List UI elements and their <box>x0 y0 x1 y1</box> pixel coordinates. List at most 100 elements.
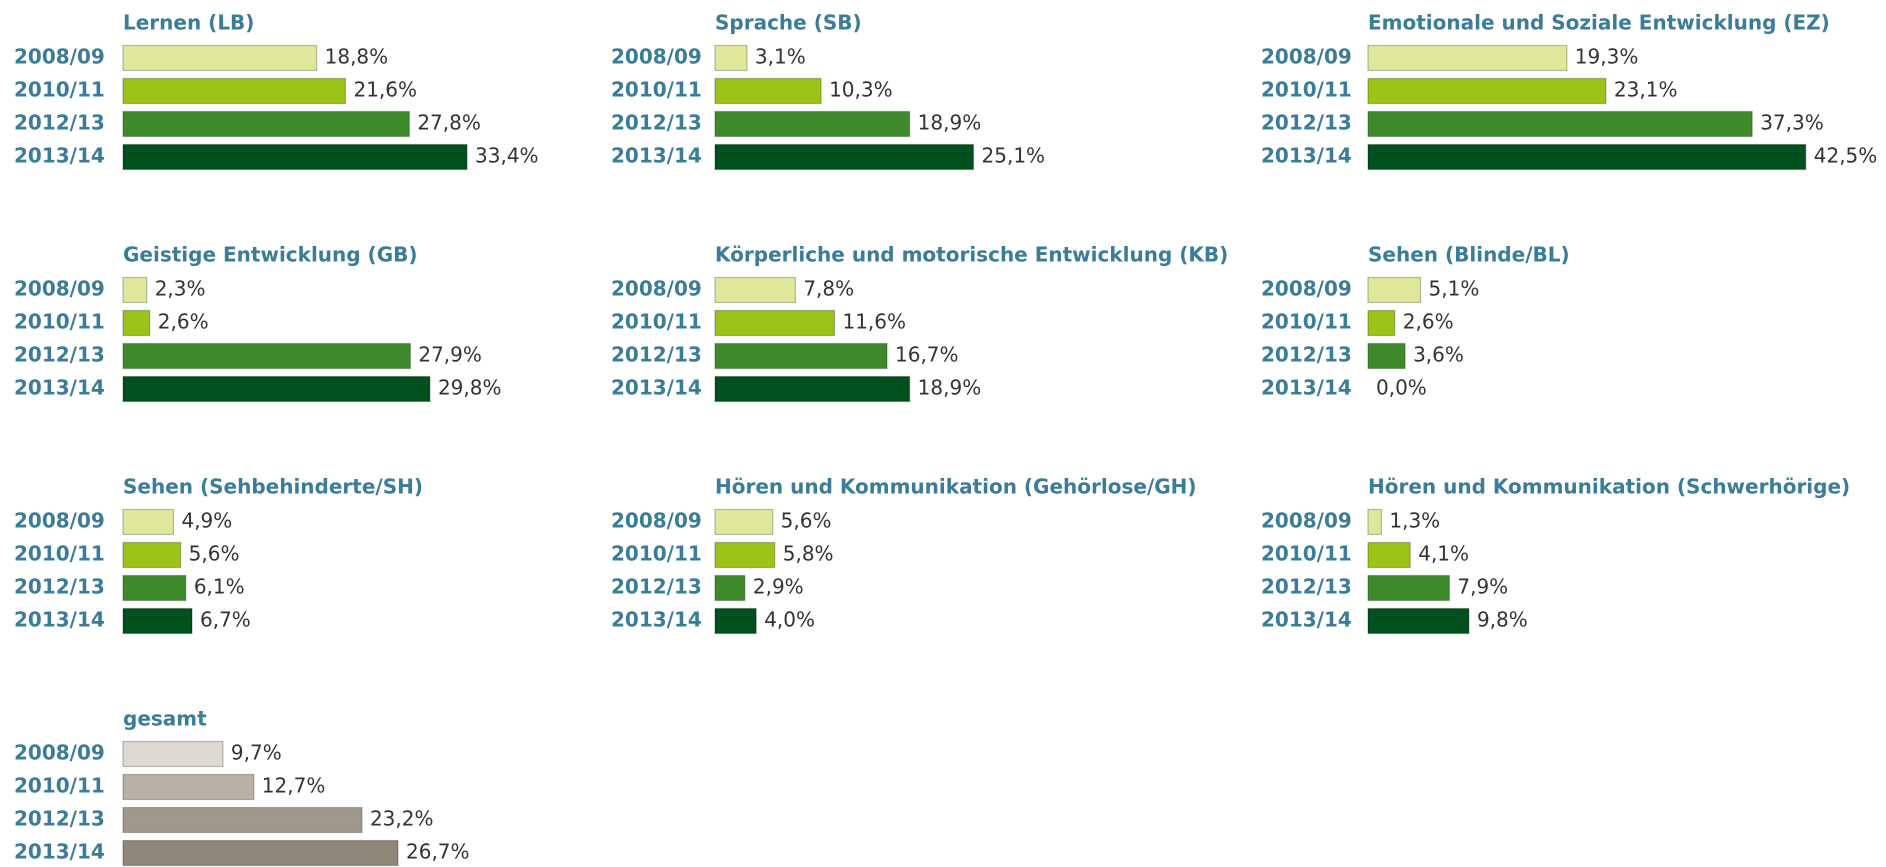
chart-title: Hören und Kommunikation (Schwerhörige) <box>1368 475 1850 499</box>
chart-title: gesamt <box>123 707 207 731</box>
bar <box>714 77 822 105</box>
bar <box>122 375 431 403</box>
bar <box>1367 276 1422 304</box>
category-label: 2008/09 <box>1261 45 1352 69</box>
category-label: 2013/14 <box>611 608 702 632</box>
category-label: 2012/13 <box>14 807 105 831</box>
bar <box>1367 309 1396 337</box>
value-label: 18,8% <box>325 45 389 69</box>
value-label: 12,7% <box>262 774 326 798</box>
value-label: 10,3% <box>829 78 893 102</box>
bar <box>1367 110 1753 138</box>
bar <box>1367 44 1568 72</box>
value-label: 4,0% <box>764 608 815 632</box>
value-label: 9,8% <box>1477 608 1528 632</box>
value-label: 2,9% <box>753 575 804 599</box>
value-label: 23,1% <box>1614 78 1678 102</box>
bar <box>714 143 975 171</box>
category-label: 2010/11 <box>14 310 105 334</box>
category-label: 2012/13 <box>611 343 702 367</box>
value-label: 42,5% <box>1814 144 1878 168</box>
category-label: 2012/13 <box>1261 111 1352 135</box>
value-label: 5,8% <box>783 542 834 566</box>
category-label: 2013/14 <box>1261 608 1352 632</box>
bar <box>122 276 148 304</box>
value-label: 5,6% <box>781 509 832 533</box>
value-label: 33,4% <box>475 144 539 168</box>
value-label: 6,1% <box>194 575 245 599</box>
chart-title: Sehen (Sehbehinderte/SH) <box>123 475 423 499</box>
category-label: 2008/09 <box>14 509 105 533</box>
value-label: 0,0% <box>1376 376 1427 400</box>
category-label: 2010/11 <box>611 78 702 102</box>
value-label: 23,2% <box>370 807 434 831</box>
bar <box>714 541 776 569</box>
category-label: 2012/13 <box>1261 575 1352 599</box>
value-label: 7,9% <box>1457 575 1508 599</box>
category-label: 2012/13 <box>611 575 702 599</box>
category-label: 2010/11 <box>1261 78 1352 102</box>
chart-title: Geistige Entwicklung (GB) <box>123 243 418 267</box>
category-label: 2010/11 <box>14 78 105 102</box>
value-label: 5,6% <box>189 542 240 566</box>
bar <box>714 508 774 536</box>
category-label: 2013/14 <box>1261 144 1352 168</box>
value-label: 27,8% <box>417 111 481 135</box>
bar <box>1367 541 1411 569</box>
value-label: 19,3% <box>1575 45 1639 69</box>
category-label: 2013/14 <box>611 376 702 400</box>
value-label: 9,7% <box>231 741 282 765</box>
bar <box>122 740 224 768</box>
value-label: 27,9% <box>418 343 482 367</box>
bar <box>714 309 836 337</box>
category-label: 2012/13 <box>14 343 105 367</box>
value-label: 11,6% <box>842 310 906 334</box>
value-label: 2,3% <box>155 277 206 301</box>
value-label: 1,3% <box>1389 509 1440 533</box>
value-label: 2,6% <box>1403 310 1454 334</box>
chart-title: Sehen (Blinde/BL) <box>1368 243 1570 267</box>
chart-title: Lernen (LB) <box>123 11 254 35</box>
chart-title: Sprache (SB) <box>715 11 862 35</box>
category-label: 2008/09 <box>1261 277 1352 301</box>
value-label: 37,3% <box>1760 111 1824 135</box>
bar <box>1367 77 1607 105</box>
value-label: 5,1% <box>1429 277 1480 301</box>
bar <box>122 508 175 536</box>
bar <box>122 77 347 105</box>
value-label: 25,1% <box>982 144 1046 168</box>
value-label: 4,9% <box>181 509 232 533</box>
value-label: 2,6% <box>158 310 209 334</box>
value-label: 21,6% <box>353 78 417 102</box>
category-label: 2008/09 <box>1261 509 1352 533</box>
value-label: 4,1% <box>1418 542 1469 566</box>
category-label: 2012/13 <box>1261 343 1352 367</box>
category-label: 2010/11 <box>1261 542 1352 566</box>
category-label: 2010/11 <box>14 774 105 798</box>
bar <box>122 574 187 602</box>
category-label: 2010/11 <box>611 542 702 566</box>
category-label: 2012/13 <box>611 111 702 135</box>
chart-title: Hören und Kommunikation (Gehörlose/GH) <box>715 475 1197 499</box>
bar <box>122 110 410 138</box>
value-label: 29,8% <box>438 376 502 400</box>
bar <box>122 839 399 867</box>
bar <box>1367 574 1450 602</box>
bar <box>122 773 255 801</box>
bar <box>1367 342 1406 370</box>
bar <box>122 309 151 337</box>
category-label: 2010/11 <box>611 310 702 334</box>
value-label: 26,7% <box>406 840 470 864</box>
bar <box>714 342 888 370</box>
value-label: 7,8% <box>803 277 854 301</box>
bar <box>1367 143 1807 171</box>
bar <box>714 574 746 602</box>
bar <box>1367 508 1382 536</box>
chart-title: Körperliche und motorische Entwicklung (… <box>715 243 1228 267</box>
category-label: 2013/14 <box>14 608 105 632</box>
category-label: 2012/13 <box>14 111 105 135</box>
category-label: 2008/09 <box>611 45 702 69</box>
bar <box>122 541 182 569</box>
category-label: 2013/14 <box>14 840 105 864</box>
